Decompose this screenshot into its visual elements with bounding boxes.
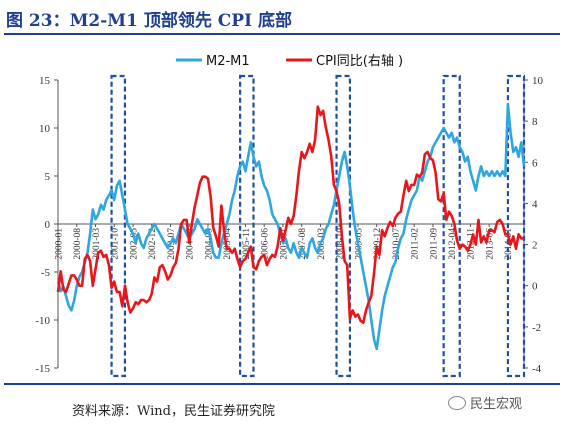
right-tick-label: -4 (532, 363, 542, 375)
source-note: 资料来源：Wind，民生证券研究院 (72, 404, 275, 419)
x-tick-label: 2004-09 (204, 228, 214, 260)
figure-title: 图 23：M2-M1 顶部领先 CPI 底部 (6, 11, 292, 31)
legend-label: CPI同比(右轴 ) (316, 54, 403, 69)
right-tick-label: 8 (532, 116, 538, 128)
title-rule (4, 33, 560, 35)
x-tick-label: 2001-03 (92, 228, 102, 260)
left-tick-label: -5 (41, 267, 51, 279)
x-tick-label: 2010-07 (392, 228, 402, 260)
x-tick-label: 2006-06 (261, 228, 271, 260)
right-tick-label: -2 (532, 322, 541, 334)
x-tick-label: 2004-02 (186, 228, 196, 260)
x-tick-label: 2011-09 (429, 228, 439, 260)
right-tick-label: 10 (532, 75, 544, 87)
highlight-box (110, 74, 127, 378)
series-m2m1-line (56, 102, 526, 351)
highlight-box (239, 74, 255, 378)
legend-label: M2-M1 (206, 54, 250, 69)
x-tick-label: 2002-05 (129, 228, 139, 260)
right-tick-label: 2 (532, 240, 538, 252)
left-tick-label: -15 (35, 363, 50, 375)
watermark: 民生宏观 (448, 393, 522, 412)
x-tick-label: 2007-08 (298, 228, 308, 260)
x-tick-label: 2005-11 (242, 228, 252, 260)
x-tick-label: 2013-06 (486, 228, 496, 260)
left-tick-label: 5 (45, 171, 51, 183)
x-tick-label: 2005-04 (223, 228, 233, 260)
watermark-text: 民生宏观 (470, 397, 523, 412)
x-tick-label: 2001-10 (111, 228, 121, 260)
highlight-box (335, 74, 352, 378)
left-tick-label: -10 (35, 315, 50, 327)
left-tick-label: 15 (39, 75, 51, 87)
x-tick-label: 2003-07 (167, 228, 177, 260)
x-tick-label: 2012-04 (448, 228, 458, 260)
x-tick-label: 2008-03 (317, 228, 327, 260)
series-cpi-line (56, 105, 524, 324)
x-tick-label: 2008-10 (336, 228, 346, 260)
x-tick-label: 2000-01 (54, 228, 64, 260)
right-tick-label: 0 (532, 281, 538, 293)
wechat-icon (448, 396, 466, 410)
right-tick-label: 4 (532, 198, 538, 210)
highlight-box (442, 74, 461, 378)
left-tick-label: 10 (39, 123, 51, 135)
bottom-rule (4, 383, 560, 385)
x-tick-label: 2011-02 (411, 228, 421, 260)
x-tick-label: 2000-08 (73, 228, 83, 260)
left-tick-label: 0 (45, 219, 51, 231)
x-tick-label: 2002-12 (148, 228, 158, 260)
chart: -15 -10 -5 0 5 10 15 -4 -2 0 2 4 6 8 10 2000-01 2000-08 2… (35, 54, 544, 378)
x-tick-label: 2007-01 (279, 228, 289, 260)
right-tick-label: 6 (532, 157, 538, 169)
highlight-box (506, 74, 526, 378)
x-tick-label: 2009-12 (373, 228, 383, 260)
